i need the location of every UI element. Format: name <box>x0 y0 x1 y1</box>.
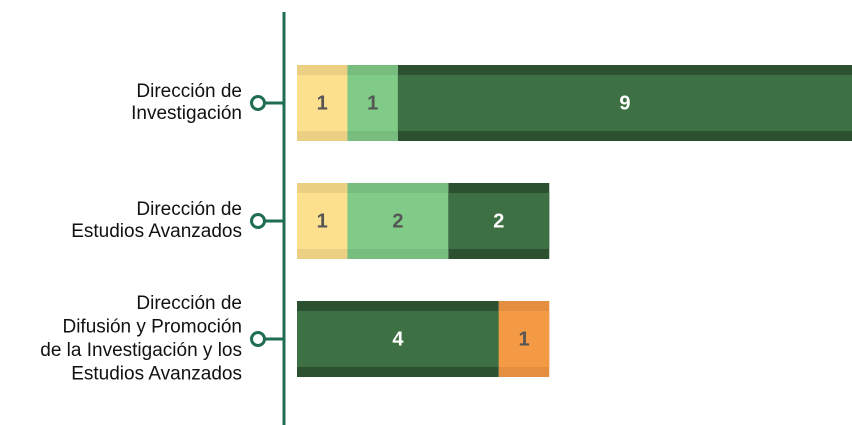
category-label: Estudios Avanzados <box>71 221 242 242</box>
bar-segment-inner <box>297 311 499 367</box>
axis-node <box>250 331 266 347</box>
category-label: de la Investigación y los <box>40 340 242 361</box>
value-label: 2 <box>392 210 403 232</box>
bar-segment-inner <box>498 311 550 367</box>
bar-segment-inner <box>347 193 449 249</box>
category-label: Dirección de <box>136 81 242 102</box>
value-label: 4 <box>392 328 404 350</box>
value-label: 1 <box>518 328 529 350</box>
value-label: 1 <box>317 92 328 114</box>
category-label: Difusión y Promoción <box>62 316 242 337</box>
value-label: 9 <box>619 92 630 114</box>
category-label: Dirección de <box>136 199 242 220</box>
bar-segment-inner <box>297 75 348 131</box>
bar-segment-inner <box>397 75 852 131</box>
axis-node <box>250 95 266 111</box>
axis-node <box>250 213 266 229</box>
category-label: Estudios Avanzados <box>71 363 242 384</box>
value-label: 1 <box>317 210 328 232</box>
bar-segment-inner <box>297 193 348 249</box>
category-label: Dirección de <box>136 293 242 314</box>
bar-segment-inner <box>347 75 398 131</box>
value-label: 1 <box>367 92 378 114</box>
bar-segment-inner <box>448 193 550 249</box>
value-label: 2 <box>493 210 504 232</box>
category-label: Investigación <box>131 103 242 124</box>
